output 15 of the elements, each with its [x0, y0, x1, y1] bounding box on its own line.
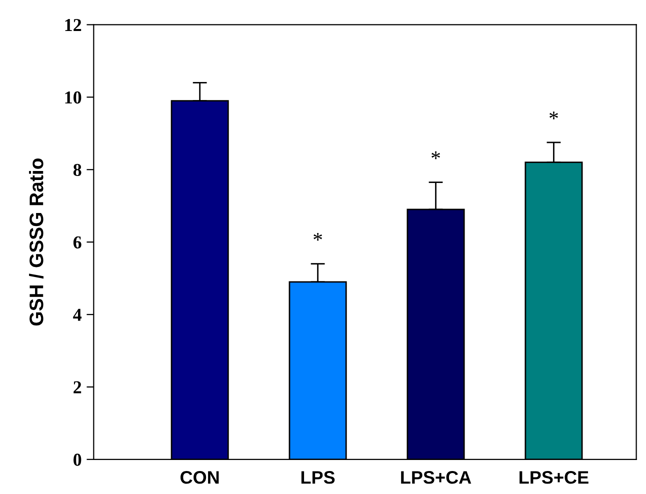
x-tick-label: CON: [180, 471, 219, 484]
y-tick-label: 0: [74, 454, 82, 466]
x-tick-label: LPS+CE: [520, 471, 588, 484]
data-label: *: [432, 151, 440, 160]
y-axis-title: GSH / GSSG Ratio: [29, 158, 44, 326]
x-tick-label: LPS: [301, 471, 335, 484]
data-label: *: [550, 112, 558, 120]
y-tick-label: 2: [74, 381, 82, 394]
y-tick-label: 12: [65, 19, 82, 31]
y-tick-label: 6: [73, 236, 82, 248]
x-tick-label: LPS+CA: [401, 471, 472, 484]
y-tick-label: 8: [73, 164, 82, 176]
y-tick-label: 10: [65, 91, 82, 104]
y-tick-label: 4: [73, 308, 82, 321]
data-label: *: [314, 232, 322, 241]
